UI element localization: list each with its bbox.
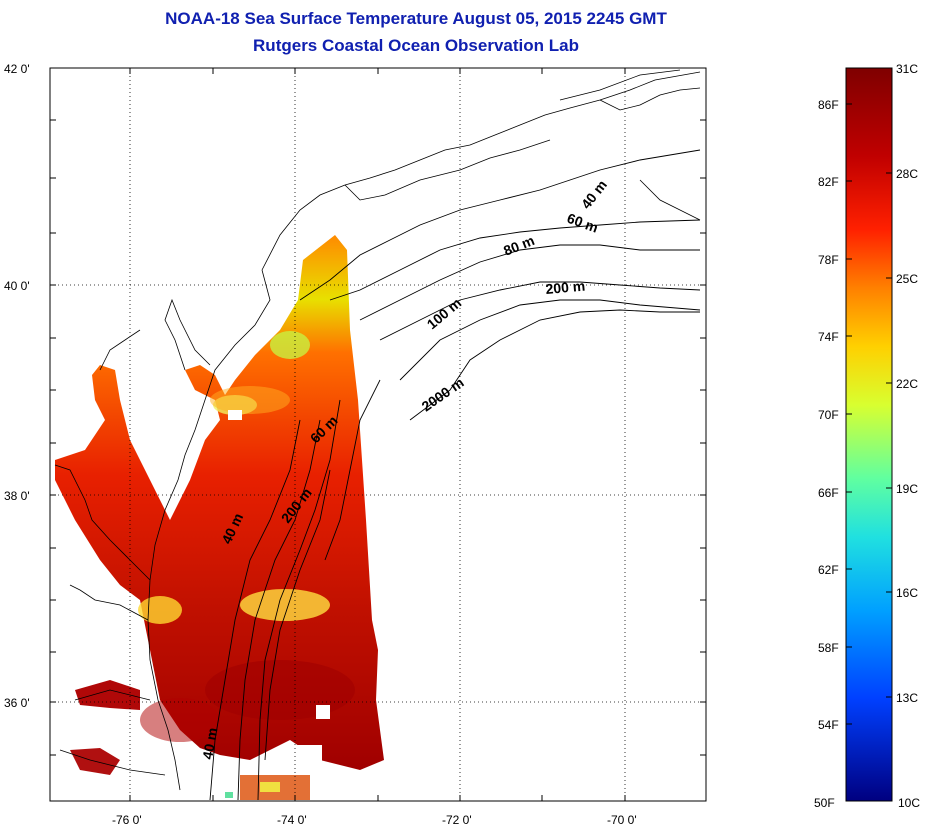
lat-label: 42 0' [4, 62, 30, 76]
colorbar-celsius-label: 19C [896, 482, 918, 496]
colorbar-celsius-label: 25C [896, 272, 918, 286]
lon-label: -72 0' [442, 813, 472, 827]
contour-labels: 40 m 60 m 80 m 200 m 100 m 2000 m 60 m 2… [199, 177, 610, 761]
lon-label: -76 0' [112, 813, 142, 827]
bathymetry-contours [209, 149, 701, 801]
lat-label: 36 0' [4, 696, 30, 710]
colorbar-gradient [845, 67, 893, 802]
colorbar-fahrenheit-label: 58F [818, 641, 839, 655]
colorbar-celsius-label: 28C [896, 167, 918, 181]
colorbar-fahrenheit-label: 78F [818, 253, 839, 267]
sst-swath [55, 235, 384, 800]
colorbar-fahrenheit-label: 82F [818, 175, 839, 189]
lat-label: 38 0' [4, 489, 30, 503]
colorbar-fahrenheit-label: 50F [814, 796, 835, 810]
colorbar-celsius-label: 13C [896, 691, 918, 705]
colorbar-celsius-label: 22C [896, 377, 918, 391]
contour-label: 40 m [199, 726, 220, 760]
coastline [54, 69, 701, 791]
lon-label: -70 0' [607, 813, 637, 827]
colorbar-fahrenheit-label: 70F [818, 408, 839, 422]
lon-label: -74 0' [277, 813, 307, 827]
colorbar-celsius-label: 31C [896, 62, 918, 76]
map-frame [49, 67, 707, 802]
colorbar-fahrenheit-label: 66F [818, 486, 839, 500]
graticule [50, 68, 706, 801]
colorbar-celsius-label: 16C [896, 586, 918, 600]
colorbar: 31C 28C 25C 22C 19C 16C 13C 10C 86F 82F … [814, 62, 920, 810]
colorbar-fahrenheit-label: 62F [818, 563, 839, 577]
colorbar-celsius-label: 10C [898, 796, 920, 810]
colorbar-fahrenheit-label: 86F [818, 98, 839, 112]
colorbar-fahrenheit-label: 74F [818, 330, 839, 344]
map-title: NOAA-18 Sea Surface Temperature August 0… [165, 9, 667, 28]
lat-label: 40 0' [4, 279, 30, 293]
axis-ticks [50, 68, 706, 801]
colorbar-fahrenheit-label: 54F [818, 718, 839, 732]
map-subtitle: Rutgers Coastal Ocean Observation Lab [253, 36, 579, 55]
contour-label: 200 m [545, 278, 586, 297]
